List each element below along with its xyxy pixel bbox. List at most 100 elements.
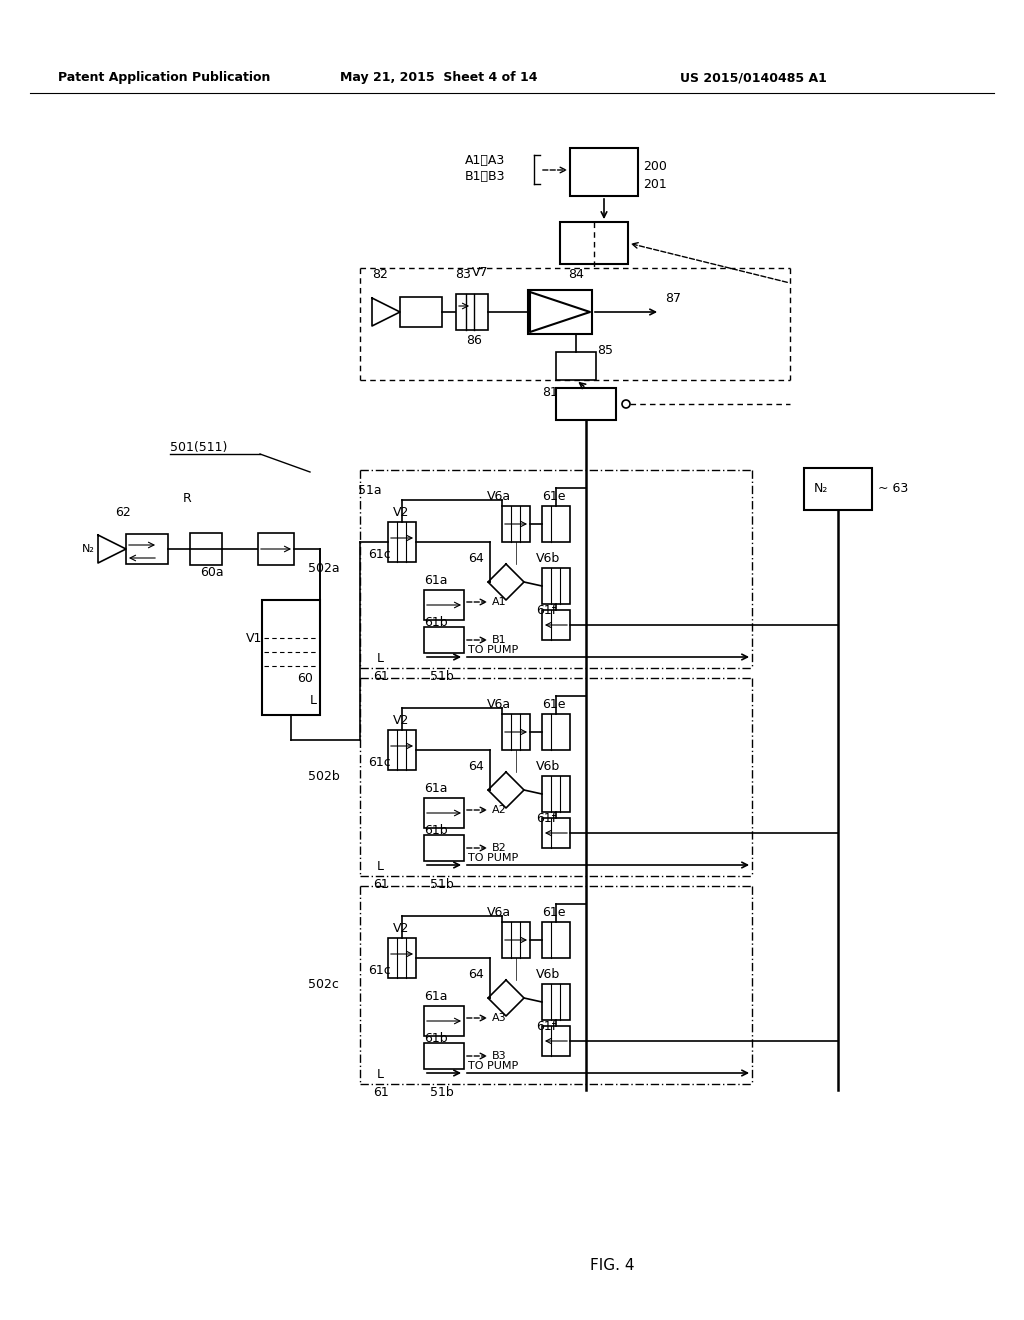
Text: 83: 83 bbox=[455, 268, 471, 281]
Bar bbox=[258, 533, 294, 565]
Text: 201: 201 bbox=[643, 177, 667, 190]
Polygon shape bbox=[530, 292, 590, 333]
Bar bbox=[424, 1043, 464, 1069]
Text: 61a: 61a bbox=[424, 573, 447, 586]
Bar bbox=[262, 601, 319, 715]
Text: V6b: V6b bbox=[536, 759, 560, 772]
Text: 61b: 61b bbox=[424, 615, 447, 628]
Bar bbox=[424, 627, 464, 653]
Text: May 21, 2015  Sheet 4 of 14: May 21, 2015 Sheet 4 of 14 bbox=[340, 71, 538, 84]
Text: L: L bbox=[310, 693, 317, 706]
Bar bbox=[542, 818, 570, 847]
Text: 61e: 61e bbox=[542, 490, 565, 503]
Text: 61b: 61b bbox=[424, 824, 447, 837]
Text: 61e: 61e bbox=[542, 906, 565, 919]
Text: TO PUMP: TO PUMP bbox=[468, 1061, 518, 1071]
Polygon shape bbox=[372, 298, 400, 326]
Bar bbox=[556, 388, 616, 420]
Text: 61b: 61b bbox=[424, 1031, 447, 1044]
Text: 62: 62 bbox=[115, 506, 131, 519]
Text: L: L bbox=[377, 652, 384, 664]
Bar bbox=[556, 352, 596, 380]
Text: TO PUMP: TO PUMP bbox=[468, 853, 518, 863]
Bar bbox=[424, 836, 464, 861]
Text: 51a: 51a bbox=[358, 483, 382, 496]
Text: 51b: 51b bbox=[430, 1085, 454, 1098]
Bar bbox=[388, 521, 416, 562]
Text: A2: A2 bbox=[492, 805, 507, 814]
Text: B1: B1 bbox=[492, 635, 507, 645]
Text: N₂: N₂ bbox=[82, 544, 95, 554]
Bar bbox=[424, 1006, 464, 1036]
Text: 61: 61 bbox=[373, 878, 389, 891]
Bar bbox=[388, 730, 416, 770]
Text: 61f: 61f bbox=[536, 812, 556, 825]
Bar bbox=[502, 921, 530, 958]
Bar bbox=[456, 294, 488, 330]
Text: Patent Application Publication: Patent Application Publication bbox=[58, 71, 270, 84]
Text: V2: V2 bbox=[393, 921, 410, 935]
Bar bbox=[542, 714, 570, 750]
Bar bbox=[542, 568, 570, 605]
Text: 64: 64 bbox=[468, 759, 483, 772]
Bar bbox=[560, 222, 628, 264]
Text: 200: 200 bbox=[643, 160, 667, 173]
Text: 61e: 61e bbox=[542, 697, 565, 710]
Text: 64: 64 bbox=[468, 552, 483, 565]
Text: 61f: 61f bbox=[536, 1019, 556, 1032]
Text: 85: 85 bbox=[597, 343, 613, 356]
Text: B2: B2 bbox=[492, 843, 507, 853]
Polygon shape bbox=[488, 564, 524, 601]
Text: A1: A1 bbox=[492, 597, 507, 607]
Bar bbox=[542, 610, 570, 640]
Text: 61: 61 bbox=[373, 1085, 389, 1098]
Bar bbox=[542, 776, 570, 812]
Text: 61c: 61c bbox=[368, 965, 391, 978]
Polygon shape bbox=[98, 535, 126, 564]
Text: 501(511): 501(511) bbox=[170, 441, 227, 454]
Text: V2: V2 bbox=[393, 714, 410, 726]
Text: 51b: 51b bbox=[430, 669, 454, 682]
Text: R: R bbox=[183, 491, 191, 504]
Bar bbox=[542, 921, 570, 958]
Text: 502b: 502b bbox=[308, 771, 340, 784]
Circle shape bbox=[622, 400, 630, 408]
Text: 61c: 61c bbox=[368, 756, 391, 770]
Text: FIG. 4: FIG. 4 bbox=[590, 1258, 635, 1272]
Text: V6a: V6a bbox=[487, 906, 511, 919]
Text: 82: 82 bbox=[372, 268, 388, 281]
Text: L: L bbox=[377, 1068, 384, 1081]
Bar bbox=[502, 714, 530, 750]
Bar bbox=[542, 983, 570, 1020]
Bar bbox=[388, 939, 416, 978]
Text: V6a: V6a bbox=[487, 490, 511, 503]
Text: 51b: 51b bbox=[430, 878, 454, 891]
Bar bbox=[502, 506, 530, 543]
Text: 61a: 61a bbox=[424, 990, 447, 1002]
Text: 502c: 502c bbox=[308, 978, 339, 991]
Text: A3: A3 bbox=[492, 1012, 507, 1023]
Text: 502a: 502a bbox=[308, 562, 340, 576]
Text: B3: B3 bbox=[492, 1051, 507, 1061]
Text: V1: V1 bbox=[246, 631, 262, 644]
Text: A1～A3: A1～A3 bbox=[465, 154, 505, 168]
Polygon shape bbox=[488, 772, 524, 808]
Text: V6b: V6b bbox=[536, 968, 560, 981]
Text: 61f: 61f bbox=[536, 603, 556, 616]
Text: 64: 64 bbox=[468, 968, 483, 981]
Text: N₂: N₂ bbox=[814, 483, 828, 495]
Text: V6b: V6b bbox=[536, 552, 560, 565]
Text: 84: 84 bbox=[568, 268, 584, 281]
Bar bbox=[424, 590, 464, 620]
Text: 61: 61 bbox=[373, 669, 389, 682]
Bar bbox=[542, 506, 570, 543]
Bar bbox=[126, 535, 168, 564]
Text: 61c: 61c bbox=[368, 549, 391, 561]
Bar bbox=[190, 533, 222, 565]
Text: 61a: 61a bbox=[424, 781, 447, 795]
Text: B1～B3: B1～B3 bbox=[465, 170, 506, 183]
Bar bbox=[804, 469, 872, 510]
Text: V2: V2 bbox=[393, 506, 410, 519]
Text: 60: 60 bbox=[297, 672, 313, 685]
Text: TO PUMP: TO PUMP bbox=[468, 645, 518, 655]
